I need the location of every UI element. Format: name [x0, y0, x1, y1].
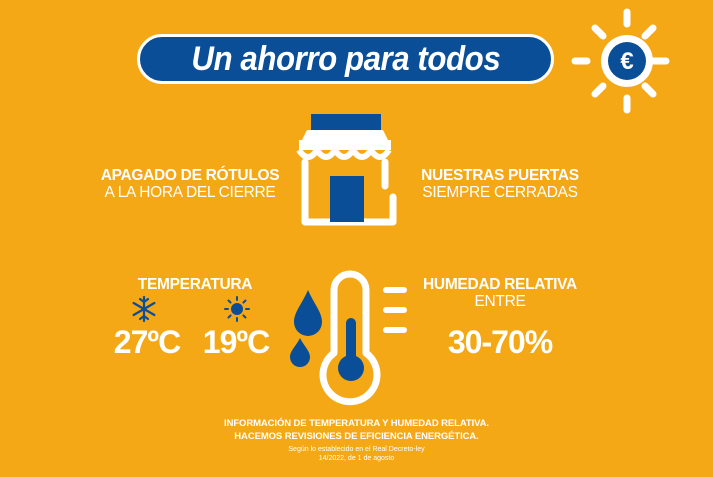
sun-euro-icon: € — [571, 8, 670, 114]
snowflake-icon — [132, 295, 156, 323]
doors-heading: NUESTRAS PUERTAS — [421, 167, 579, 184]
humidity-value: 30-70% — [447, 324, 553, 360]
humidity-heading: HUMEDAD RELATIVA — [423, 276, 577, 293]
doors-subheading: SIEMPRE CERRADAS — [422, 184, 578, 201]
temperature-label: TEMPERATURA — [137, 276, 253, 293]
footer-line-3: Según lo establecido en el Real Decreto-… — [288, 446, 425, 453]
signs-heading: APAGADO DE RÓTULOS — [100, 167, 280, 184]
sun-small-icon — [224, 296, 250, 322]
page-title: Un ahorro para todos — [191, 39, 500, 78]
temperature-winter: 19ºC — [202, 324, 270, 360]
water-drops-icon — [290, 290, 322, 367]
thermometer-icon — [319, 270, 407, 406]
footer-line-1: INFORMACIÓN DE TEMPERATURA Y HUMEDAD REL… — [224, 418, 489, 429]
humidity-subheading: ENTRE — [474, 293, 526, 310]
footer-line-2: HACEMOS REVISIONES DE EFICIENCIA ENERGÉT… — [234, 431, 479, 442]
footer-line-4: 14/2022, de 1 de agosto — [318, 455, 395, 462]
euro-symbol: € — [620, 48, 633, 75]
signs-subheading: A LA HORA DEL CIERRE — [104, 184, 276, 201]
temperature-summer: 27ºC — [113, 324, 181, 360]
title-banner: Un ahorro para todos — [137, 34, 554, 84]
shop-icon — [296, 114, 397, 226]
